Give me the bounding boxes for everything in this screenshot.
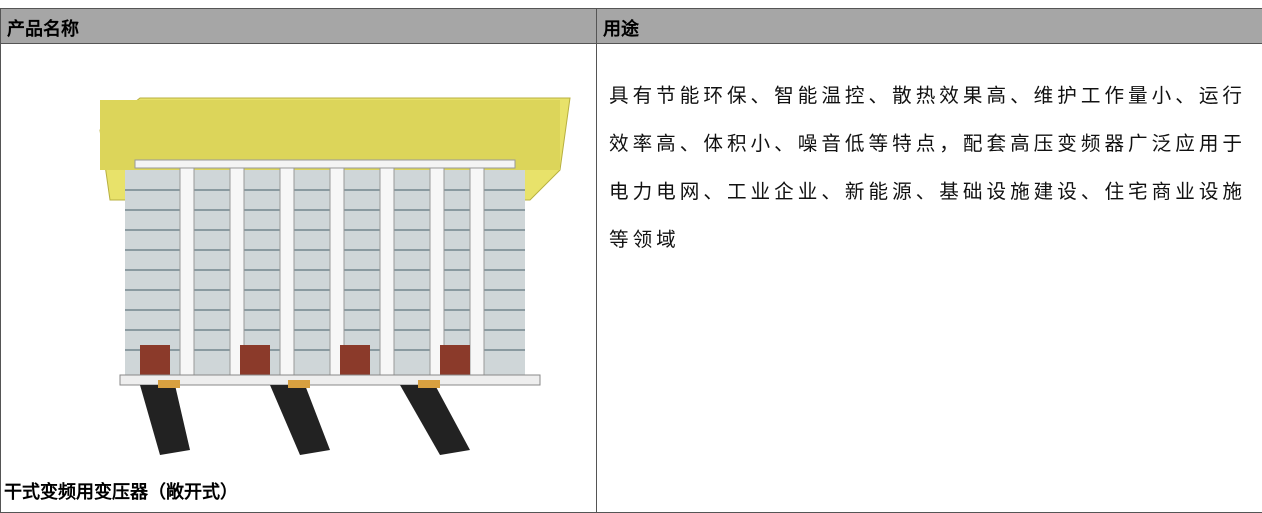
product-usage: 具有节能环保、智能温控、散热效果高、维护工作量小、运行效率高、体积小、噪音低等特… <box>609 84 1247 251</box>
page: {"table": {"header": ["产品名称", "用途"], "ro… <box>0 8 1262 513</box>
header-cell: 用途 <box>596 8 1262 44</box>
product-image <box>99 97 571 455</box>
header-cell: 产品名称 <box>0 8 597 44</box>
header-text: 用途 <box>603 19 639 40</box>
header-text: 产品名称 <box>7 19 79 40</box>
product-name: 干式变频用变压器（敞开式） <box>4 482 238 503</box>
